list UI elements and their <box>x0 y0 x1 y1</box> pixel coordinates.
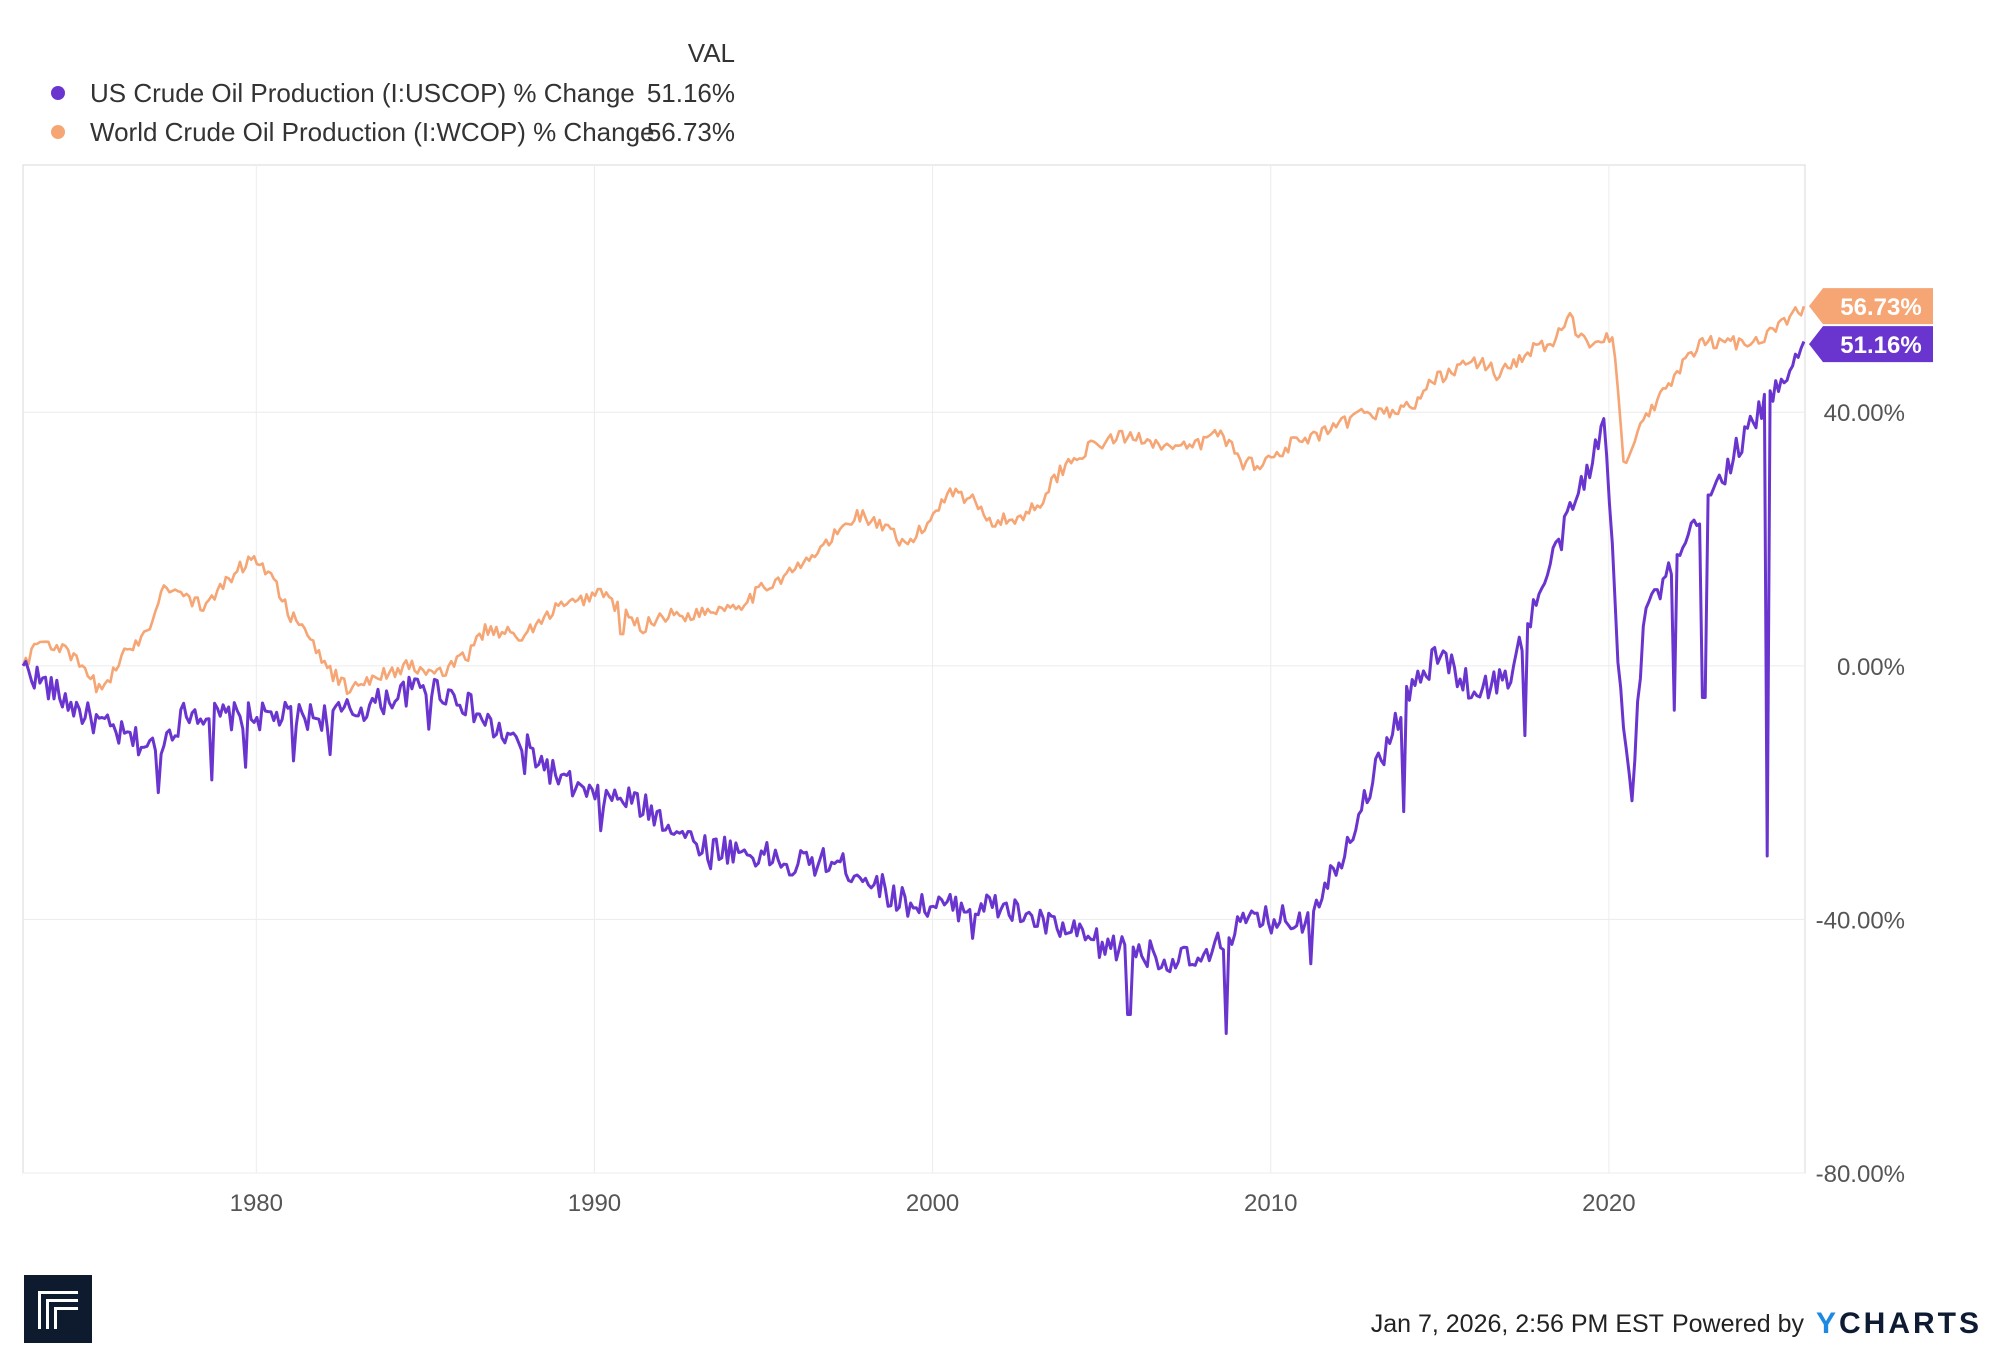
y-tick-label: 40.00% <box>1824 400 1905 427</box>
end-badge-shape <box>1809 288 1933 325</box>
legend: VAL US Crude Oil Production (I:USCOP) % … <box>51 38 735 147</box>
footer-timestamp: Jan 7, 2026, 2:56 PM EST <box>1370 1309 1664 1338</box>
legend-header: VAL <box>688 38 735 68</box>
x-tick-label: 2010 <box>1244 1190 1297 1217</box>
footer-powered-by: Powered by <box>1671 1309 1804 1338</box>
ycharts-logo-icon <box>24 1275 92 1343</box>
footer: Jan 7, 2026, 2:56 PM EST Powered by YCHA… <box>1371 1307 1982 1341</box>
series-line-world <box>21 305 1806 696</box>
chart-grid: 1980 1990 2000 2010 2020 40.00% 0.00% -40.00% -8… <box>22 164 1905 1217</box>
end-badge-world: 56.73% <box>1809 288 1933 325</box>
y-tick-label: -40.00% <box>1816 907 1905 934</box>
end-badge-shape <box>1809 326 1933 363</box>
legend-marker-world <box>51 125 65 139</box>
legend-value-us: 51.16% <box>647 78 735 108</box>
end-badge-us: 51.16% <box>1809 326 1933 363</box>
legend-value-world: 56.73% <box>647 117 735 147</box>
end-badge-label: 56.73% <box>1840 294 1921 321</box>
series-line-us <box>21 340 1806 1035</box>
legend-label-us: US Crude Oil Production (I:USCOP) % Chan… <box>90 78 635 108</box>
x-tick-label: 2000 <box>906 1190 959 1217</box>
ycharts-brand[interactable]: YCHARTS <box>1815 1307 1982 1340</box>
legend-label-world: World Crude Oil Production (I:WCOP) % Ch… <box>90 117 655 147</box>
y-tick-label: -80.00% <box>1816 1161 1905 1188</box>
plot-frame <box>22 164 1806 1174</box>
y-tick-label: 0.00% <box>1837 654 1905 681</box>
x-tick-label: 1980 <box>230 1190 283 1217</box>
chart-series-layer <box>21 305 1806 1035</box>
x-tick-label: 2020 <box>1582 1190 1635 1217</box>
end-badge-label: 51.16% <box>1840 332 1921 359</box>
legend-marker-us <box>51 86 65 100</box>
x-tick-label: 1990 <box>568 1190 621 1217</box>
end-value-badges: 51.16% 56.73% <box>1809 288 1933 363</box>
